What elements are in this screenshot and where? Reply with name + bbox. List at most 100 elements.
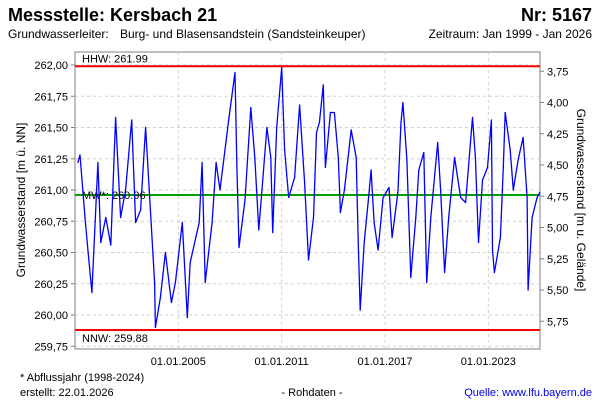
plot-area [74,51,541,350]
data-point [397,191,399,194]
data-point [293,176,296,179]
data-point [154,326,157,329]
y-tick-label: 260,00 [34,310,68,322]
y2-tick-label: 4,25 [547,129,568,141]
data-point [509,149,511,151]
y2-tick-label: 4,00 [547,98,568,110]
data-point [448,216,450,219]
data-point [84,216,86,219]
data-point [465,201,467,204]
x-tick-label: 01.01.2005 [151,356,206,368]
data-point [276,126,278,129]
y-tick-label: 261,00 [34,185,68,197]
data-point [159,296,162,299]
data-point [181,221,183,224]
data-point [502,166,504,169]
axes: 259,75 260,00 260,25 260,50 260,75 261,00 261,… [34,60,568,368]
data-point [198,221,200,224]
data-point [426,281,428,284]
data-point [201,161,203,164]
y2-tick-label: 4,50 [547,160,568,172]
data-point [512,189,514,191]
data-point [443,271,446,274]
y2-tick-label: 5,00 [547,223,568,235]
data-point [491,249,494,251]
created-date: erstellt: 22.01.2026 [20,387,114,399]
aquifer-name: Burg- und Blasensandstein (Sandsteinkeup… [120,27,365,41]
data-point [234,71,236,74]
data-point [120,216,122,219]
ref-label-mw: MW*: 260.96 [82,190,146,202]
data-point [350,129,352,131]
data-point [100,241,102,244]
y2-tick-label: 3,75 [547,66,568,78]
data-point [170,301,173,304]
data-point [110,244,112,246]
y-tick-label: 260,50 [34,248,68,260]
data-point [391,236,393,239]
data-point [382,196,384,199]
data-point [204,281,206,284]
data-point [430,216,432,219]
y-tick-label: 261,25 [34,154,68,166]
data-point [499,236,501,239]
data-point [283,149,286,151]
data-point [400,121,402,124]
data-point [211,221,213,224]
data-point [539,191,541,194]
data-point [337,156,339,159]
y-tick-label: 260,25 [34,279,68,291]
data-point [281,66,283,69]
data-point [228,116,230,119]
data-point [307,259,310,261]
data-point [105,216,107,219]
data-point [526,196,528,199]
source-link[interactable]: Quelle: www.lfu.bayern.de [464,387,592,399]
y-axis-label: Grundwasserstand [m ü. NN] [14,123,28,278]
data-point [87,249,89,251]
data-point [254,156,256,159]
data-point [329,111,332,114]
data-point [363,241,365,244]
data-point [322,84,324,86]
data-point [153,281,156,284]
data-point [315,131,318,134]
data-point [238,246,240,249]
data-point [272,231,274,234]
data-point [244,199,246,201]
y-tick-label: 261,50 [34,123,68,135]
data-point [91,291,93,294]
data-point [536,196,538,199]
data-point [410,276,412,279]
data-point [517,159,519,161]
data-point [77,161,79,164]
data-point [357,236,359,239]
ref-label-nnw: NNW: 259.88 [82,333,148,345]
data-point [324,166,327,169]
data-point [298,104,301,106]
y-tick-label: 262,00 [34,60,68,72]
ref-label-hhw: HHW: 261.99 [82,53,148,65]
data-point [406,159,408,161]
x-tick-label: 01.01.2023 [461,356,516,368]
x-tick-label: 01.01.2017 [357,356,412,368]
data-point [312,216,315,219]
data-point [437,141,439,144]
data-point [474,156,477,159]
data-point [140,209,142,211]
station-number: Nr: 5167 [521,5,592,25]
raw-data-note: - Rohdaten - [281,387,342,399]
data-point [367,201,369,204]
data-point [215,161,217,164]
data-point [250,106,252,109]
x-tick-label: 01.01.2011 [255,356,309,368]
data-point [490,119,493,121]
data-point [418,169,420,171]
data-point [359,309,361,311]
data-point [288,196,290,199]
data-point [164,251,167,254]
y-tick-label: 261,75 [34,91,68,103]
footnote: * Abflussjahr (1998-2024) [20,372,144,384]
data-point [219,189,221,191]
data-point [189,261,191,264]
